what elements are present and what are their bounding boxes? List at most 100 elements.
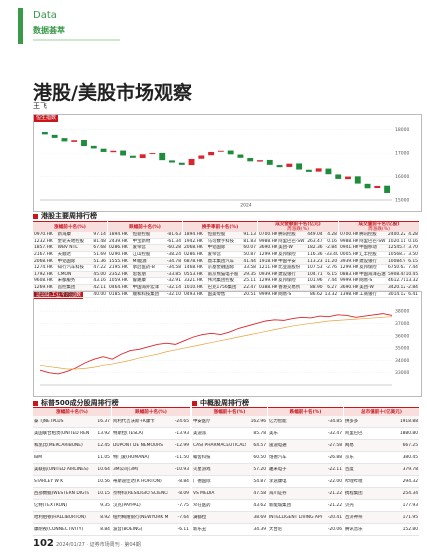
table-cell: 阿里巴巴-SW bbox=[359, 238, 386, 244]
candle-body bbox=[286, 163, 293, 167]
table-cell: -34.78 bbox=[166, 258, 181, 264]
table-cell: 91.13 bbox=[243, 232, 256, 238]
table-cell: 9988.HK bbox=[259, 238, 278, 244]
table-cell: 4.28 bbox=[408, 232, 418, 238]
table-header: 成交金额前十名(亿元) 周涨跌(%) bbox=[258, 222, 338, 232]
table-cell: 7.44 bbox=[327, 278, 337, 284]
table-cell: 鼎丰集团汽车 bbox=[207, 258, 235, 264]
table-row: 1555.HK MI能源 -34.78 bbox=[108, 258, 182, 265]
table-group: 涨幅前十名(%) 0970.HK 新海康 97.14 1232.HK 金轮天地控股 81.4… bbox=[33, 221, 107, 298]
table-row: 9608.HK 宋都服务 43.16 bbox=[33, 278, 107, 285]
table-cell: 6.41 bbox=[408, 291, 418, 297]
chart-title: 道琼斯工业平均指数 bbox=[34, 292, 84, 299]
author: 王飞 bbox=[33, 102, 47, 110]
table-cell: 西部数据(WESTERN DIGITAL) bbox=[34, 491, 90, 496]
table-row: 特斯拉(TESLA) -13.93 bbox=[112, 428, 190, 440]
candle-body bbox=[384, 185, 391, 193]
table-header: 成交量前十名(亿股) 周涨跌(%) bbox=[339, 222, 419, 232]
series-line bbox=[39, 316, 393, 370]
table-cell: 爱帝宫 bbox=[132, 245, 146, 251]
table-header: 涨幅前十名(%) bbox=[33, 408, 111, 416]
table-cell: 0700.HK bbox=[259, 232, 278, 238]
table-cell: 国美零售 bbox=[207, 291, 226, 297]
section-header: 标普500成分股周排行榜 bbox=[33, 398, 119, 408]
table-cell: 新乐丑 bbox=[193, 527, 207, 532]
table-header: 跌幅前十名(%) bbox=[108, 222, 182, 232]
table-cell: 20.51 bbox=[243, 291, 256, 297]
table-cell: -32.14 bbox=[166, 285, 181, 291]
table-row: 2068.HK 中铝国际 51.36 bbox=[33, 258, 107, 265]
table-header: 涨幅前十名(%) bbox=[192, 408, 267, 416]
table-cell: 85.78 bbox=[253, 431, 266, 436]
table-cell: 亿力智能 bbox=[269, 419, 287, 424]
table-cell: -8.84 bbox=[177, 479, 189, 484]
table-cell: 工商银行 bbox=[359, 291, 377, 297]
table-cell: 大台尼 bbox=[269, 527, 283, 532]
candle-body bbox=[129, 155, 136, 158]
header-text: 涨幅前十名(%) bbox=[56, 409, 88, 415]
header-text: 跌幅前十名(%) bbox=[135, 409, 167, 415]
table-cell: 阿里巴巴-SW bbox=[278, 238, 305, 244]
table-row: CASI PHARMACEUTICALS 64.57 bbox=[192, 440, 267, 452]
table-cell: CMON bbox=[57, 271, 72, 277]
table-row: 饱德汽车 -26.88 bbox=[268, 452, 343, 464]
table-cell: 29.35 bbox=[243, 271, 256, 277]
table-row: 携程集团 254.34 bbox=[344, 488, 419, 500]
table-cell: -2.84 bbox=[325, 245, 337, 251]
table-cell: 7.44 bbox=[408, 265, 418, 271]
table-cell: INTELLIGENT LIVING APPLICATION bbox=[269, 515, 322, 520]
table-row: 1942.HK 马可数字科技 81.83 bbox=[183, 239, 257, 246]
table-row: 3690.HK 美团-W 3420.12 -2.84 bbox=[339, 284, 419, 292]
table-cell: 10.56 bbox=[97, 479, 110, 484]
table-row: 2167.HK 天顺达 51.69 bbox=[33, 252, 107, 259]
table-cell: 10568.39 bbox=[387, 252, 405, 258]
table-cell: 1857.HK bbox=[34, 245, 53, 251]
table-cell: 0286.HK bbox=[109, 245, 128, 251]
table-header: 总市值前十(亿美元) bbox=[344, 408, 419, 416]
table-cell: -81.63 bbox=[166, 232, 181, 238]
table-cell: 152.80 bbox=[402, 527, 418, 532]
table-row: 美联航(UNITED AIRLINES) 10.64 bbox=[33, 464, 111, 476]
table-cell: 2195.HK bbox=[109, 265, 128, 271]
table-group: 跌幅前十名(%) 阿利代吉沃斯+K康卡 -24.65 特斯拉(TESLA) -13.93… bbox=[112, 407, 190, 536]
table-cell: 2068.HK bbox=[184, 245, 203, 251]
header-text: 跌幅前十名(%) bbox=[129, 224, 161, 230]
table-cell: 趣米电子 bbox=[269, 467, 287, 472]
table-cell: 38.69 bbox=[253, 515, 266, 520]
table-cell: 李途康电 bbox=[269, 479, 287, 484]
table-cell: -33.85 bbox=[166, 271, 181, 277]
table-row: 亿特(TEXTRON) 9.35 bbox=[33, 500, 111, 512]
table-cell: 4612.71 bbox=[387, 278, 405, 284]
table-row: 雷迪电通 -27.58 bbox=[268, 440, 343, 452]
table-row: 众在医药 43.62 bbox=[192, 500, 267, 512]
table-cell: 饱德汽车 bbox=[269, 455, 287, 460]
table-cell: 3690.HK bbox=[259, 245, 278, 251]
table-row: 网易 667.25 bbox=[344, 440, 419, 452]
table-cell: 0553.HK bbox=[184, 271, 203, 277]
table-cell: 4.28 bbox=[327, 232, 337, 238]
table-cell: 1232.HK bbox=[34, 238, 53, 244]
table-cell: 10.64 bbox=[97, 467, 110, 472]
candle-body bbox=[110, 150, 117, 153]
table-cell: 88.90 bbox=[310, 285, 323, 291]
candle-body bbox=[198, 155, 205, 159]
table-cell: 火星游戏 bbox=[193, 467, 211, 472]
table-cell: 1269.HK bbox=[34, 285, 53, 291]
table-cell: 美迪派 bbox=[193, 431, 207, 436]
table-row: 腾讯音乐 152.80 bbox=[344, 524, 419, 536]
table-row: 趣米电子 -22.11 bbox=[268, 464, 343, 476]
table-cell: 47.58 bbox=[253, 491, 266, 496]
table-cell: 97.14 bbox=[93, 232, 106, 238]
table-row: 阿里巴巴 1880.80 bbox=[344, 428, 419, 440]
table-cell: 金轮天地控股 bbox=[57, 238, 85, 244]
table-row: 奈特科(RESILIGIO SCIENCE) -8.09 bbox=[112, 488, 190, 500]
table-cell: 0005.HK bbox=[340, 252, 359, 258]
table-cell: 254.34 bbox=[402, 491, 418, 496]
table-cell: 9988.HK bbox=[340, 238, 359, 244]
table-cell: 1918.HK bbox=[259, 258, 278, 264]
table-cell: -34.85 bbox=[327, 419, 342, 424]
table-cell: 腾讯控股 bbox=[359, 232, 377, 238]
table-header: 跌幅前十名(%) bbox=[268, 408, 343, 416]
table-cell: 51.36 bbox=[93, 258, 106, 264]
table-row: 特门爱(HUMANA) -11.50 bbox=[112, 452, 190, 464]
